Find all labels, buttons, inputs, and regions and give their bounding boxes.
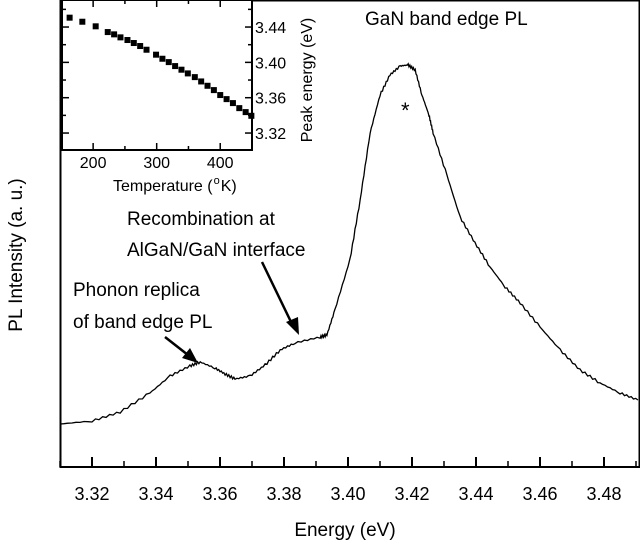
annotation-asterisk: *	[401, 98, 410, 123]
pl-spectrum-line	[60, 62, 639, 425]
inset-data-point	[229, 100, 236, 107]
inset-data-point	[153, 51, 160, 58]
inset-data-point	[217, 92, 224, 99]
inset-data-point	[165, 59, 172, 66]
annotation-phonon-line2: of band edge PL	[73, 312, 212, 333]
inset-data-point	[242, 109, 249, 116]
inset-background	[62, 0, 252, 150]
inset-data-point	[104, 29, 111, 36]
inset-y-axis-label: Peak energy (eV)	[299, 18, 316, 143]
main-x-ticks: 3.32 3.34 3.36 3.38 3.40 3.42 3.44 3.46 3.48	[59, 457, 637, 504]
x-tick-label: 3.48	[586, 484, 621, 504]
inset-x-tick-label: 200	[80, 155, 107, 172]
x-tick-label: 3.46	[522, 484, 557, 504]
inset-data-point	[117, 34, 124, 41]
arrow-recombination	[260, 261, 299, 335]
inset-data-point	[159, 55, 166, 62]
inset-data-point	[172, 63, 179, 70]
inset-data-point	[210, 87, 217, 94]
inset-data-point	[66, 14, 73, 21]
inset-data-point	[124, 37, 131, 44]
x-tick-label: 3.44	[458, 484, 493, 504]
inset-data-point	[184, 70, 191, 77]
x-tick-label: 3.38	[266, 484, 301, 504]
inset-y-tick-label: 3.36	[255, 91, 286, 108]
inset-points	[66, 14, 255, 119]
inset-data-point	[198, 78, 205, 85]
inset-frame	[61, 0, 253, 151]
annotation-recombination-line2: AlGaN/GaN interface	[127, 240, 305, 261]
inset-plot: 200 300 400 3.32 3.36 3.40 3.44 Temperature (o…	[61, 0, 316, 195]
inset-x-axis-label: Temperature (oK)	[113, 175, 237, 195]
y-axis-label: PL Intensity (a. u.)	[6, 178, 27, 331]
inset-data-point	[137, 43, 144, 50]
inset-data-point	[204, 82, 211, 89]
x-tick-label: 3.36	[202, 484, 237, 504]
inset-x-tick-label: 400	[207, 155, 234, 172]
inset-data-point	[143, 46, 150, 53]
annotation-band-edge: GaN band edge PL	[365, 9, 528, 30]
inset-data-point	[92, 23, 99, 30]
main-plot: 3.32 3.34 3.36 3.38 3.40 3.42 3.44 3.46 3.48 Ene…	[6, 0, 640, 541]
inset-data-point	[236, 105, 243, 112]
inset-data-point	[191, 74, 198, 81]
x-tick-label: 3.34	[138, 484, 173, 504]
annotation-recombination-line1: Recombination at	[127, 209, 276, 230]
x-tick-label: 3.32	[74, 484, 109, 504]
inset-y-tick-label: 3.32	[255, 126, 286, 143]
inset-data-point	[79, 18, 86, 25]
inset-data-point	[223, 96, 230, 103]
inset-data-point	[111, 31, 118, 38]
annotation-phonon-line1: Phonon replica	[73, 280, 200, 301]
inset-data-point	[130, 40, 137, 47]
inset-data-point	[178, 66, 185, 73]
inset-ticks: 200 300 400 3.32 3.36 3.40 3.44	[62, 0, 286, 172]
inset-y-tick-label: 3.40	[255, 55, 286, 72]
x-axis-label: Energy (eV)	[294, 520, 395, 541]
inset-y-tick-label: 3.44	[255, 20, 286, 37]
x-tick-label: 3.42	[394, 484, 429, 504]
arrow-phonon	[164, 336, 198, 363]
inset-x-tick-label: 300	[143, 155, 170, 172]
x-tick-label: 3.40	[330, 484, 365, 504]
